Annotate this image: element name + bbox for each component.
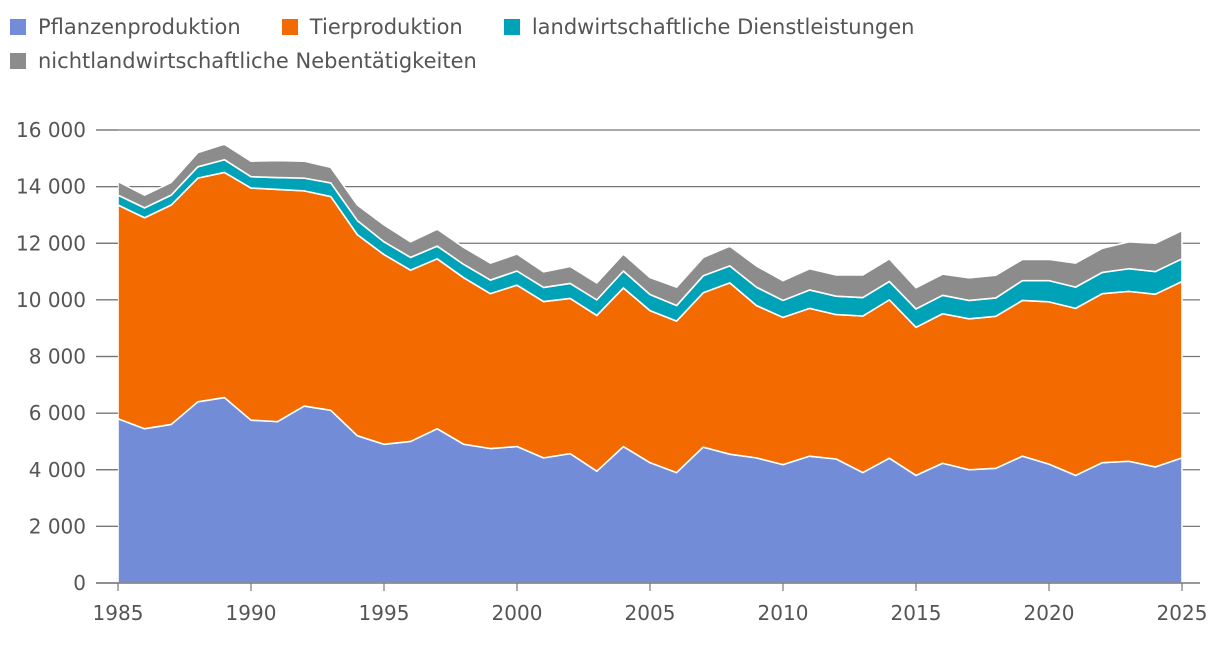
x-tick-label: 2020 bbox=[1024, 601, 1075, 625]
legend-item-nebentaetigkeiten[interactable]: nichtlandwirtschaftliche Nebentätigkeite… bbox=[10, 44, 477, 78]
legend-label: Tierproduktion bbox=[309, 15, 463, 39]
y-axis-tick-labels: 0 2 000 4 000 6 000 8 000 10 000 12 000 14 000 1… bbox=[16, 118, 86, 595]
legend-label: nichtlandwirtschaftliche Nebentätigkeite… bbox=[38, 49, 477, 73]
x-tick-label: 1995 bbox=[359, 601, 410, 625]
y-tick-label: 6 000 bbox=[29, 401, 86, 425]
y-tick-label: 8 000 bbox=[29, 345, 86, 369]
y-tick-label: 12 000 bbox=[16, 231, 86, 255]
area-series bbox=[117, 143, 1183, 584]
x-tick-label: 2010 bbox=[758, 601, 809, 625]
y-tick-label: 16 000 bbox=[16, 118, 86, 142]
x-tick-label: 1985 bbox=[93, 601, 144, 625]
y-tick-label: 14 000 bbox=[16, 175, 86, 199]
y-tick-label: 2 000 bbox=[29, 514, 86, 538]
x-tick-label: 1990 bbox=[226, 601, 277, 625]
y-tick-label: 0 bbox=[73, 571, 86, 595]
area-series-nichtlandwirtschaftliche-nebent-tigkeiten bbox=[117, 143, 1183, 310]
legend-item-dienstleistungen[interactable]: landwirtschaftliche Dienstleistungen bbox=[503, 10, 915, 44]
legend: Pflanzenproduktion Tierproduktion landwi… bbox=[10, 10, 1010, 78]
axes bbox=[96, 129, 1200, 591]
legend-item-tierproduktion[interactable]: Tierproduktion bbox=[281, 10, 463, 44]
x-tick-label: 2025 bbox=[1157, 601, 1208, 625]
legend-swatch bbox=[503, 19, 520, 35]
x-tick-label: 2015 bbox=[891, 601, 942, 625]
y-tick-label: 4 000 bbox=[29, 458, 86, 482]
x-axis-tick-labels: 1985 1990 1995 2000 2005 2010 2015 2020 2025 bbox=[93, 601, 1208, 625]
legend-label: Pflanzenproduktion bbox=[38, 15, 241, 39]
legend-label: landwirtschaftliche Dienstleistungen bbox=[531, 15, 915, 39]
x-tick-label: 2005 bbox=[625, 601, 676, 625]
legend-swatch bbox=[10, 53, 26, 69]
legend-item-pflanzenproduktion[interactable]: Pflanzenproduktion bbox=[10, 10, 241, 44]
legend-swatch bbox=[281, 19, 298, 35]
x-tick-label: 2000 bbox=[492, 601, 543, 625]
y-tick-label: 10 000 bbox=[16, 288, 86, 312]
legend-swatch bbox=[10, 19, 26, 35]
